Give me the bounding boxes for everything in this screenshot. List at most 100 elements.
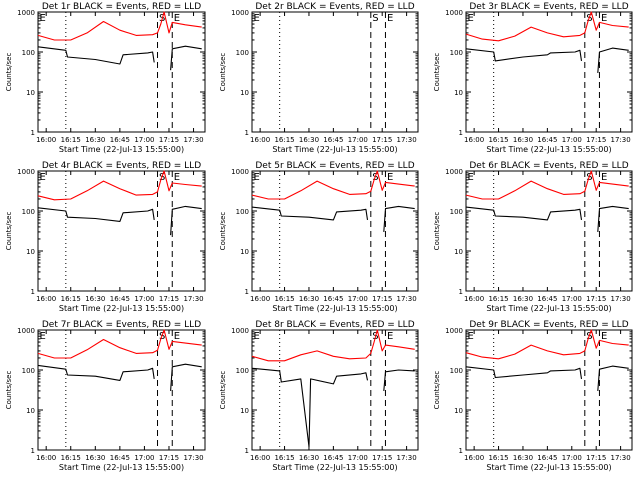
x-tick-label: 16:30 — [513, 136, 533, 144]
y-axis-label: Counts/sec — [433, 212, 441, 251]
series-events-line — [597, 365, 629, 391]
x-tick-label: 16:00 — [464, 295, 484, 303]
y-tick-label: 1 — [31, 129, 35, 137]
series-events-line — [170, 363, 202, 391]
x-tick-label: 16:45 — [537, 454, 557, 462]
x-tick-label: 16:00 — [464, 454, 484, 462]
y-tick-label: 100 — [236, 208, 249, 216]
x-tick-label: 17:30 — [397, 454, 417, 462]
x-tick-label: 16:15 — [274, 136, 294, 144]
x-tick-label: 17:30 — [397, 295, 417, 303]
y-tick-label: 1 — [245, 288, 249, 296]
plot-frame — [251, 329, 419, 451]
y-tick-label: 1 — [245, 129, 249, 137]
y-axis-label: Counts/sec — [5, 53, 13, 92]
x-tick-label: 17:15 — [372, 454, 392, 462]
y-tick-label: 10 — [240, 407, 249, 415]
y-axis-label: Counts/sec — [433, 53, 441, 92]
x-axis-label: Start Time (22-Jul-13 15:55:00) — [272, 463, 397, 472]
y-tick-label: 1000 — [17, 168, 35, 176]
y-tick-label: 10 — [26, 248, 35, 256]
y-axis-label: Counts/sec — [5, 371, 13, 410]
panel-2: Det 2r BLACK = Events, RED = LLD Start Ti… — [219, 2, 419, 154]
x-tick-label: 16:45 — [110, 136, 130, 144]
series-lld-line — [465, 329, 629, 360]
y-tick-label: 1000 — [445, 9, 463, 17]
x-tick-label: 16:45 — [323, 295, 343, 303]
x-tick-label: 17:15 — [159, 136, 179, 144]
x-tick-label: 16:15 — [61, 454, 81, 462]
panel-title: Det 3r BLACK = Events, RED = LLD — [469, 2, 628, 12]
series-events-line — [465, 206, 583, 221]
panel-title: Det 4r BLACK = Events, RED = LLD — [42, 161, 201, 171]
series-events-line — [465, 366, 583, 379]
panel-1: Det 1r BLACK = Events, RED = LLD Start Ti… — [5, 2, 206, 154]
y-tick-label: 100 — [236, 49, 249, 57]
series-events-line — [170, 45, 202, 71]
x-tick-label: 17:00 — [348, 454, 368, 462]
x-axis-label: Start Time (22-Jul-13 15:55:00) — [59, 304, 184, 313]
y-tick-label: 100 — [22, 208, 35, 216]
x-tick-label: 16:45 — [110, 454, 130, 462]
series-events-line — [37, 364, 155, 381]
series-events-line — [170, 205, 202, 236]
x-tick-label: 16:15 — [61, 295, 81, 303]
x-tick-label: 16:00 — [250, 136, 270, 144]
x-tick-label: 16:00 — [250, 295, 270, 303]
series-lld-line — [37, 329, 202, 359]
x-tick-label: 17:30 — [611, 136, 631, 144]
x-tick-label: 17:00 — [134, 295, 154, 303]
marker-label: E — [174, 172, 180, 183]
y-axis-label: Counts/sec — [5, 212, 13, 251]
y-tick-label: 100 — [22, 49, 35, 57]
y-tick-label: 10 — [240, 248, 249, 256]
series-lld-line — [465, 170, 629, 200]
x-tick-label: 17:00 — [562, 454, 582, 462]
y-tick-label: 1000 — [17, 9, 35, 17]
plot-frame — [37, 11, 206, 133]
series-lld-line — [37, 170, 202, 201]
y-tick-label: 1000 — [17, 327, 35, 335]
x-tick-label: 16:00 — [36, 454, 56, 462]
x-tick-label: 17:00 — [348, 136, 368, 144]
marker-label: E — [601, 13, 607, 24]
plot-frame — [251, 11, 419, 133]
x-tick-label: 16:15 — [488, 295, 508, 303]
marker-label: E — [174, 13, 180, 24]
x-tick-label: 16:30 — [85, 454, 105, 462]
series-events-line — [251, 367, 369, 448]
x-tick-label: 17:00 — [134, 136, 154, 144]
x-tick-label: 16:15 — [488, 454, 508, 462]
panel-9: Det 9r BLACK = Events, RED = LLD Start Ti… — [433, 320, 633, 472]
y-tick-label: 100 — [236, 367, 249, 375]
series-lld-line — [37, 11, 202, 41]
y-tick-label: 100 — [450, 208, 463, 216]
marker-label: S — [372, 13, 378, 24]
panel-5: Det 5r BLACK = Events, RED = LLD Start Ti… — [219, 161, 419, 313]
panel-title: Det 9r BLACK = Events, RED = LLD — [469, 320, 628, 330]
panel-title: Det 2r BLACK = Events, RED = LLD — [255, 2, 414, 12]
y-tick-label: 10 — [240, 89, 249, 97]
panel-3: Det 3r BLACK = Events, RED = LLD Start Ti… — [433, 2, 633, 154]
panel-title: Det 8r BLACK = Events, RED = LLD — [255, 320, 414, 330]
x-tick-label: 16:00 — [250, 454, 270, 462]
x-tick-label: 16:45 — [537, 136, 557, 144]
panel-8: Det 8r BLACK = Events, RED = LLD Start Ti… — [219, 320, 419, 472]
plot-frame — [465, 329, 633, 451]
y-tick-label: 1 — [245, 447, 249, 455]
marker-label: E — [601, 331, 607, 342]
x-tick-label: 16:30 — [299, 454, 319, 462]
marker-label: E — [174, 331, 180, 342]
series-lld-line — [251, 329, 415, 362]
x-tick-label: 16:45 — [110, 295, 130, 303]
y-axis-label: Counts/sec — [219, 371, 227, 410]
y-tick-label: 1 — [459, 288, 463, 296]
x-tick-label: 17:15 — [159, 454, 179, 462]
panel-7: Det 7r BLACK = Events, RED = LLD Start Ti… — [5, 320, 206, 472]
x-tick-label: 17:15 — [586, 295, 606, 303]
x-tick-label: 16:15 — [274, 454, 294, 462]
marker-label: E — [601, 172, 607, 183]
y-tick-label: 1 — [31, 288, 35, 296]
panel-title: Det 6r BLACK = Events, RED = LLD — [469, 161, 628, 171]
